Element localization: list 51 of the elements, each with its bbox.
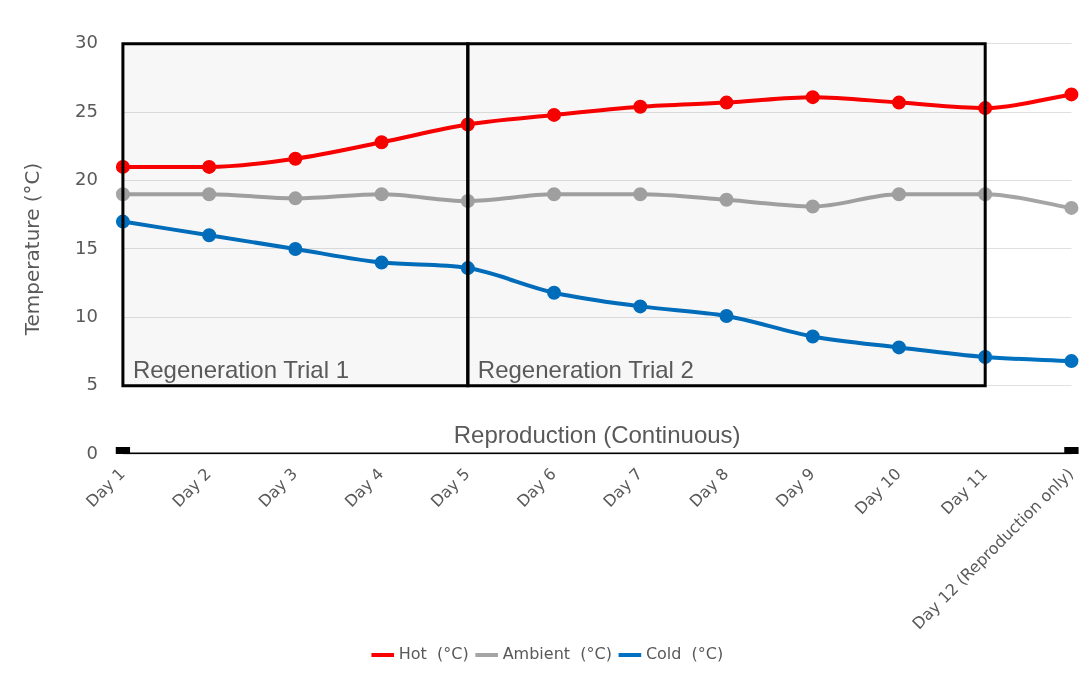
point <box>374 255 389 270</box>
y-tick-label: 10 <box>75 304 98 326</box>
point <box>891 340 906 355</box>
point <box>805 329 820 344</box>
point <box>288 191 303 206</box>
x-tick-label: Day 5 <box>427 464 474 511</box>
legend-label: Hot (°C) <box>398 644 469 664</box>
point <box>891 95 906 110</box>
point <box>547 187 562 202</box>
point <box>1064 87 1079 102</box>
x-tick-label: Day 2 <box>168 464 215 511</box>
point <box>288 151 303 166</box>
band-label: Regeneration Trial 2 <box>477 356 694 384</box>
y-tick-label: 0 <box>86 441 98 463</box>
y-tick-label: 15 <box>75 236 98 258</box>
x-tick-label: Day 7 <box>599 464 647 511</box>
y-tick-label: 30 <box>75 31 98 53</box>
point <box>633 99 648 114</box>
point <box>202 187 217 202</box>
point <box>805 90 820 105</box>
point <box>1064 200 1079 215</box>
x-tick-label: Day 10 <box>850 464 905 518</box>
point <box>805 199 820 214</box>
point <box>633 299 648 314</box>
x-tick-label: Day 8 <box>685 464 733 511</box>
legend-label: Cold (°C) <box>645 644 724 664</box>
point <box>633 187 648 202</box>
point <box>202 228 217 243</box>
y-tick-label: 5 <box>86 373 98 395</box>
point <box>719 308 734 323</box>
point <box>547 285 562 300</box>
x-tick-label: Day 6 <box>513 464 560 511</box>
band-label: Regeneration Trial 1 <box>132 356 350 384</box>
series-label: Reproduction (Continuous) <box>453 420 741 448</box>
point <box>891 187 906 202</box>
point <box>547 107 562 122</box>
point <box>288 241 303 256</box>
point <box>719 192 734 207</box>
point <box>1064 354 1079 369</box>
x-tick-label: Day 4 <box>340 464 388 511</box>
x-tick-label: Day 9 <box>771 464 819 511</box>
point <box>374 187 389 202</box>
y-tick-label: 20 <box>75 168 98 190</box>
x-tick-label: Day 3 <box>254 464 302 511</box>
point <box>202 159 217 174</box>
y-tick-label: 25 <box>75 99 98 121</box>
legend-label: Ambient (°C) <box>502 644 612 664</box>
y-axis-title: Temperature (°C) <box>20 162 45 337</box>
point <box>719 95 734 110</box>
point <box>374 135 389 150</box>
x-tick-label: Day 1 <box>82 464 129 511</box>
